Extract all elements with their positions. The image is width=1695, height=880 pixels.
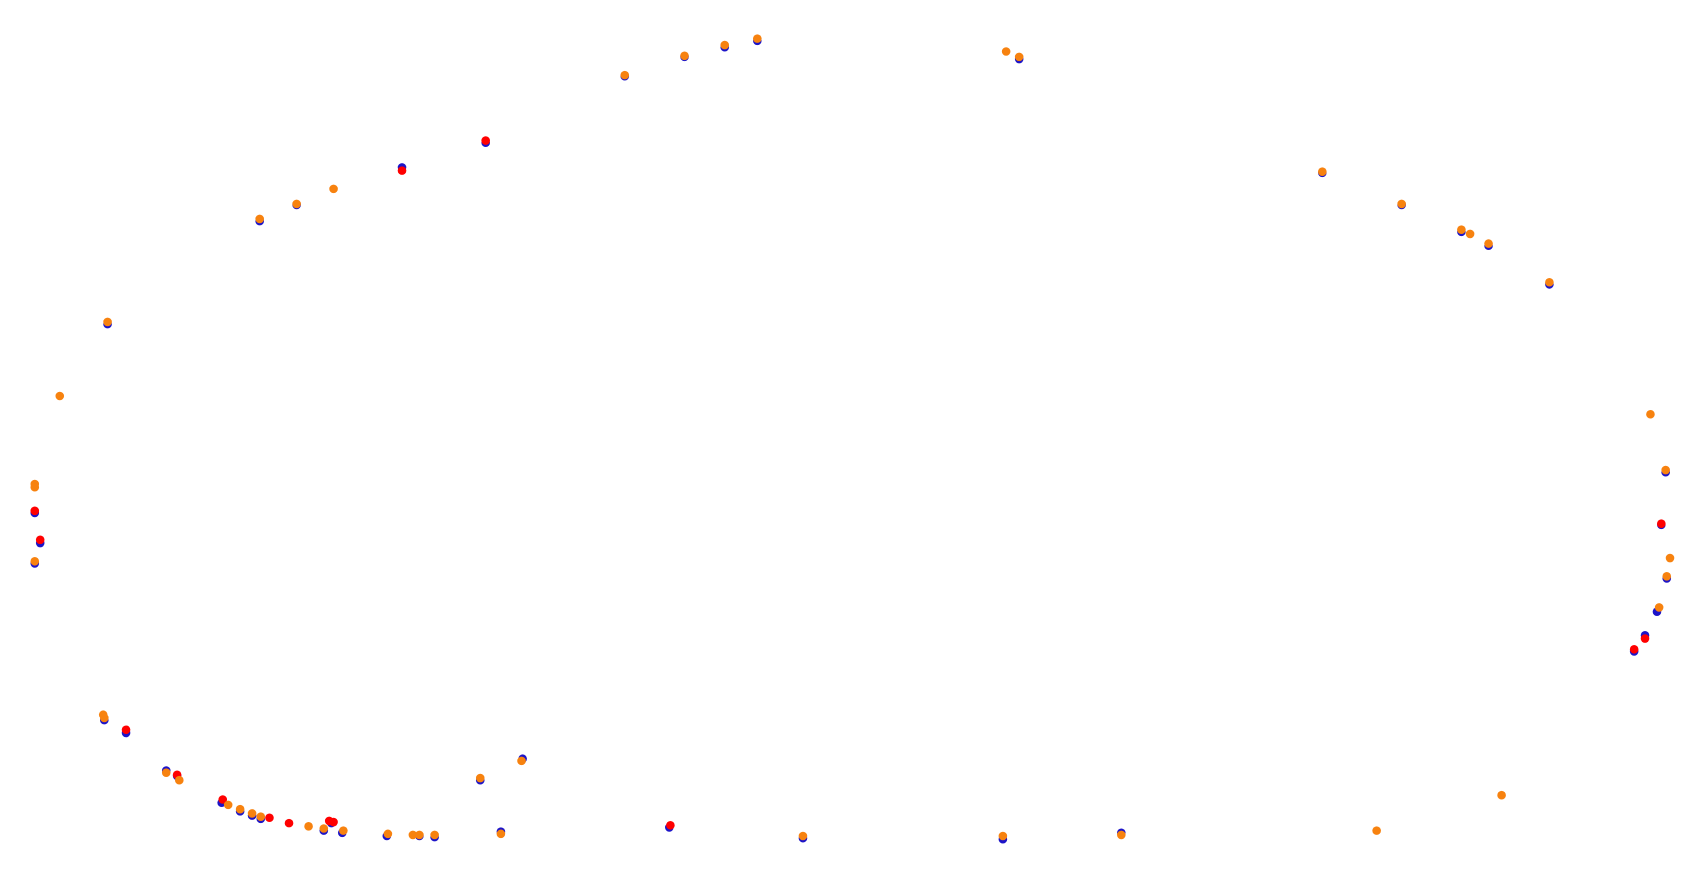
point <box>1640 634 1650 643</box>
point <box>255 214 264 224</box>
point <box>304 822 313 831</box>
point <box>481 136 490 145</box>
point <box>223 800 233 810</box>
point <box>174 775 184 785</box>
point <box>1662 571 1672 581</box>
point <box>161 768 171 777</box>
point <box>415 830 424 840</box>
point <box>475 773 485 783</box>
point <box>235 804 245 814</box>
point <box>247 809 257 818</box>
point <box>397 166 407 175</box>
point <box>103 317 112 327</box>
point <box>256 812 266 821</box>
point <box>430 830 439 840</box>
point <box>265 813 274 823</box>
point <box>408 830 418 840</box>
point <box>121 725 131 735</box>
point <box>1001 47 1011 56</box>
point <box>30 482 40 492</box>
point <box>1665 553 1675 563</box>
point <box>1318 167 1327 177</box>
point <box>339 826 348 835</box>
point <box>30 556 40 566</box>
point <box>798 831 808 841</box>
point <box>1117 830 1126 840</box>
point <box>329 817 338 827</box>
point <box>1465 229 1475 239</box>
point <box>100 713 109 723</box>
point <box>319 824 329 833</box>
point <box>666 820 675 830</box>
point <box>1657 519 1666 529</box>
point <box>620 70 630 80</box>
point <box>1014 52 1024 62</box>
point <box>284 818 294 828</box>
point <box>1545 277 1554 287</box>
point <box>517 756 526 766</box>
point <box>1629 644 1639 654</box>
point <box>383 829 393 839</box>
point <box>1497 790 1506 800</box>
point <box>1397 199 1406 209</box>
point <box>1372 826 1381 835</box>
point <box>292 199 301 209</box>
point <box>218 795 228 804</box>
point <box>1457 225 1466 234</box>
point <box>998 831 1008 841</box>
point <box>720 40 730 50</box>
point <box>1646 409 1655 419</box>
point <box>1661 465 1670 475</box>
point <box>55 391 65 401</box>
point <box>1484 239 1493 248</box>
point <box>329 184 338 194</box>
point <box>35 535 45 545</box>
point <box>1654 603 1664 612</box>
point <box>680 51 689 61</box>
point <box>496 829 506 839</box>
point <box>753 34 762 43</box>
point <box>30 506 40 516</box>
